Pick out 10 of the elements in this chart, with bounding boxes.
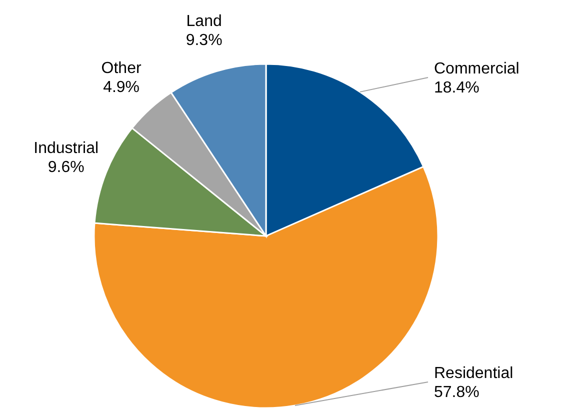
slice-label: Land xyxy=(186,13,222,30)
slice-label: Other xyxy=(101,60,142,77)
slice-label: Residential xyxy=(434,365,514,382)
slice-label: Commercial xyxy=(434,60,520,78)
data-label: 18.4% xyxy=(434,80,480,97)
data-label: 57.8% xyxy=(434,384,480,401)
data-label: 9.6% xyxy=(48,158,84,176)
data-label: 9.3% xyxy=(186,32,222,50)
slice-label: Industrial xyxy=(34,140,99,157)
data-label: 4.9% xyxy=(103,78,140,96)
